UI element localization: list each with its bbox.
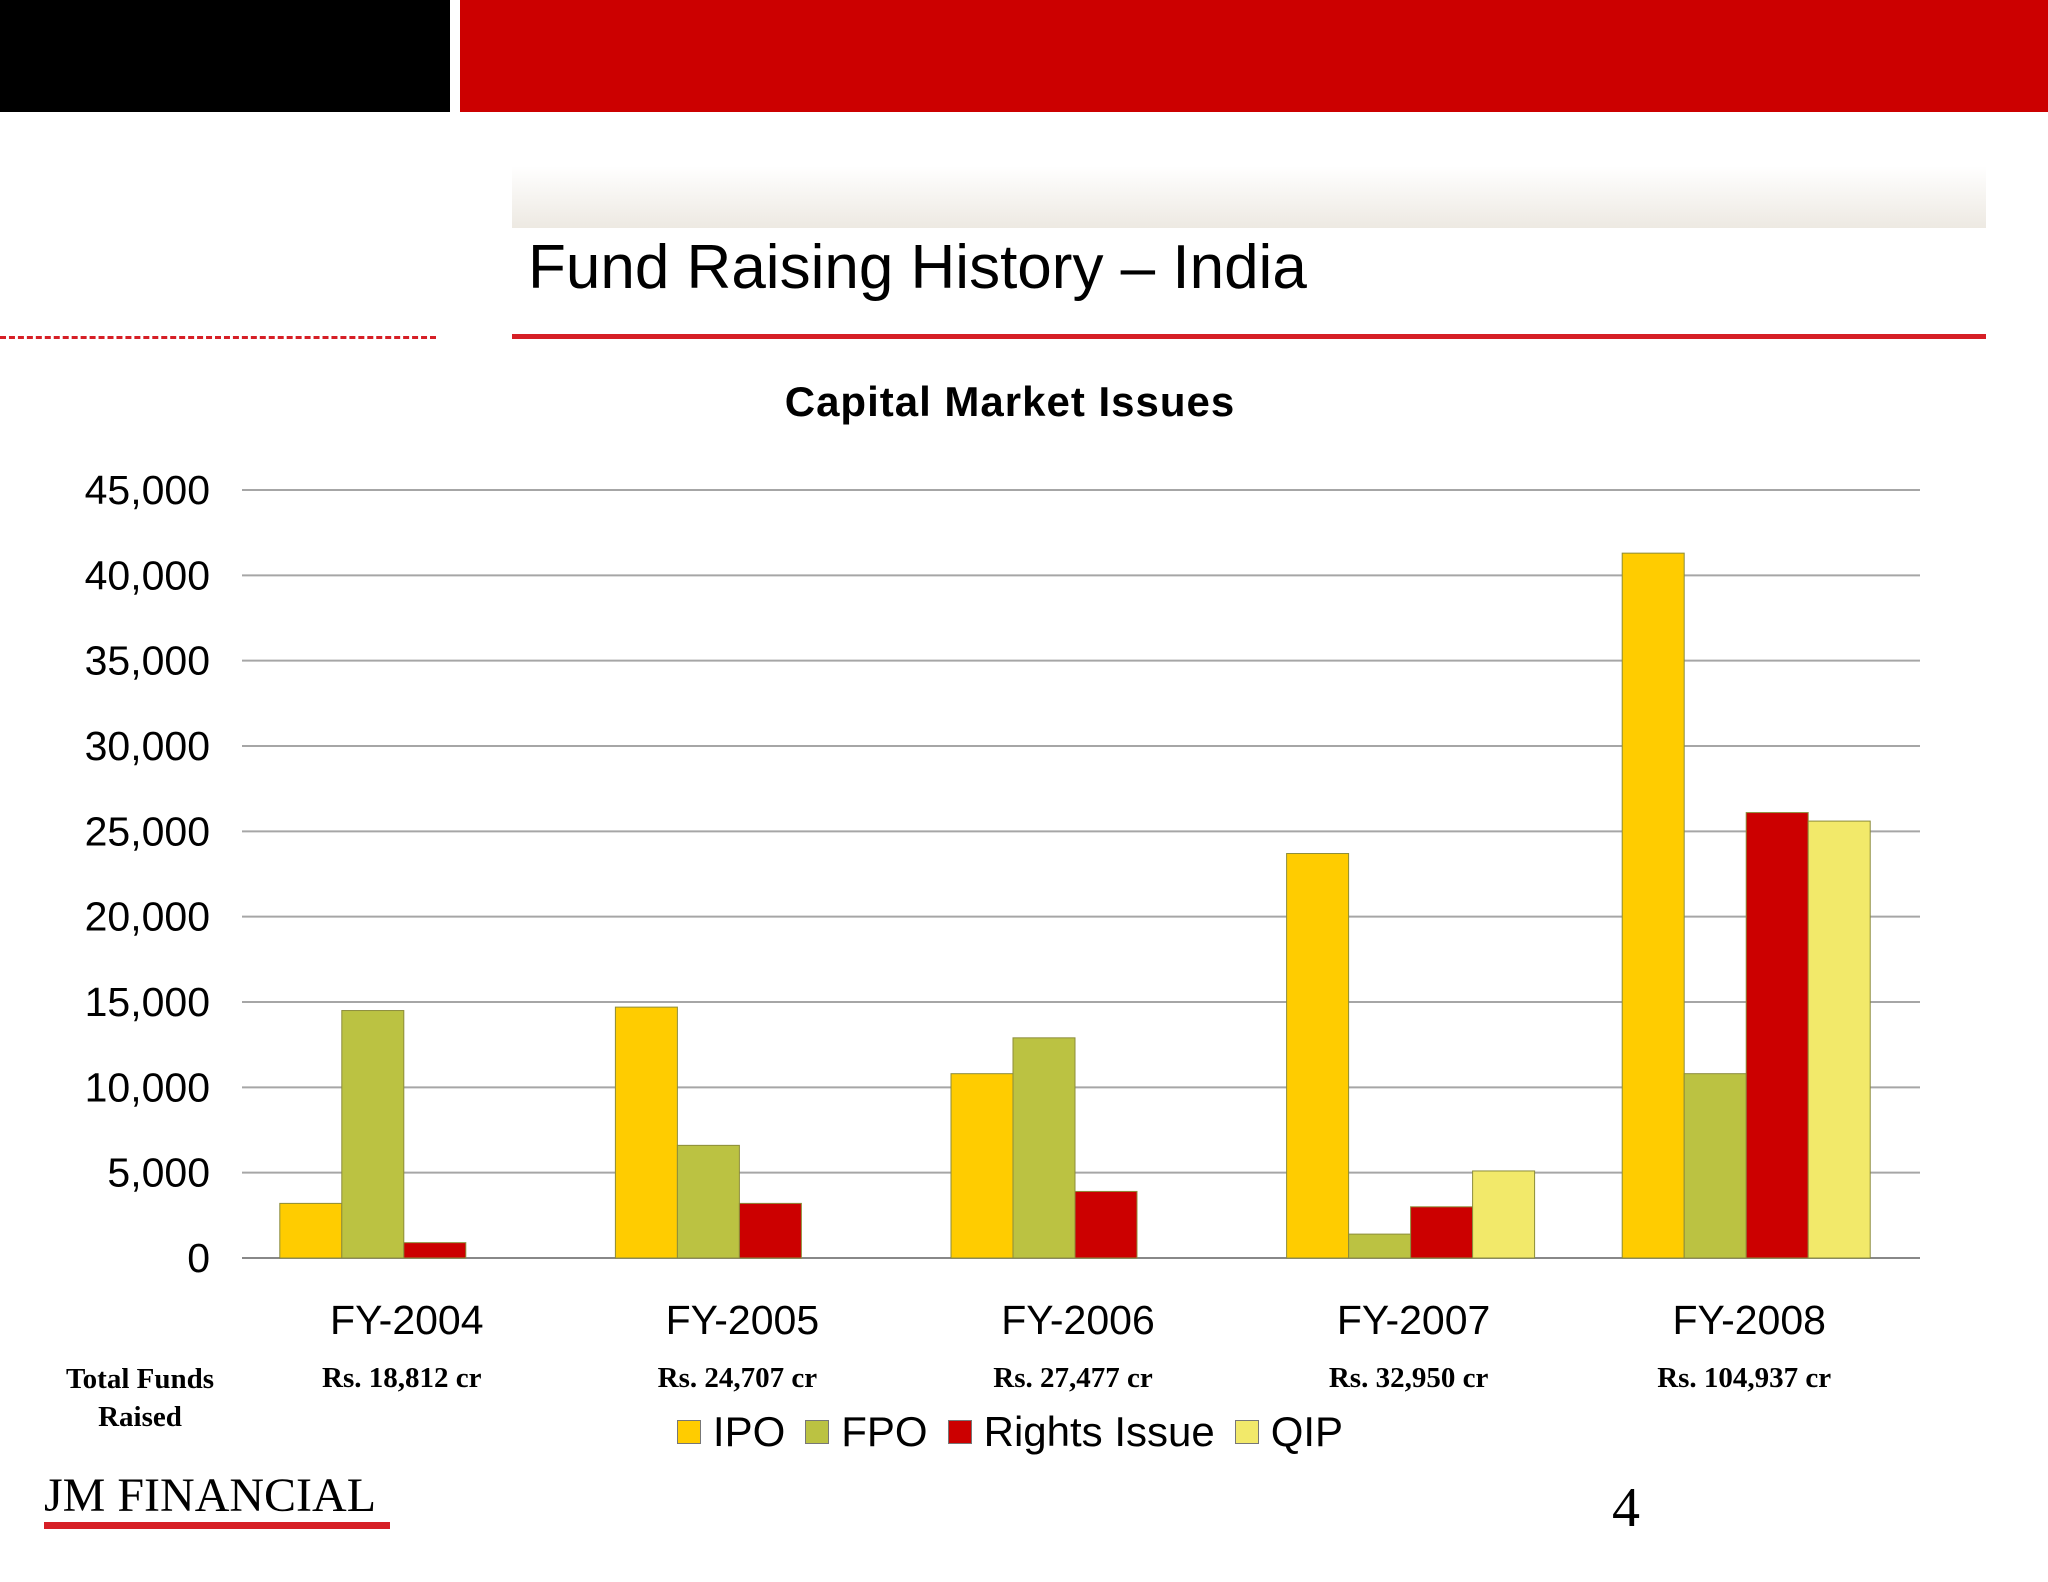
title-underline [512, 334, 1986, 339]
bar-rights-issue [1074, 1190, 1138, 1259]
legend-item: IPO [676, 1408, 786, 1456]
y-tick-label: 15,000 [85, 979, 210, 1025]
bar-fpo [1348, 1233, 1412, 1259]
y-tick-label: 0 [187, 1235, 210, 1281]
bar-fpo [676, 1144, 740, 1259]
chart-legend: IPO FPO Rights Issue QIP [0, 1408, 2020, 1456]
logo-underline [44, 1522, 390, 1529]
y-tick-label: 20,000 [85, 894, 210, 940]
bar-qip [1807, 820, 1871, 1259]
bar-ipo [279, 1202, 343, 1259]
legend-label: FPO [841, 1408, 928, 1455]
total-funds-caption-line2: Raised [98, 1401, 182, 1433]
title-background-bar [512, 166, 1986, 228]
y-tick-label: 5,000 [107, 1150, 210, 1196]
legend-item: Rights Issue [947, 1408, 1215, 1456]
legend-label: QIP [1270, 1408, 1344, 1455]
y-tick-label: 35,000 [85, 638, 210, 684]
legend-swatch [947, 1420, 972, 1444]
total-funds-value: Rs. 32,950 cr [1328, 1362, 1489, 1394]
y-tick-label: 45,000 [85, 467, 210, 513]
legend-item: QIP [1234, 1408, 1344, 1456]
total-funds-value: Rs. 27,477 cr [993, 1362, 1153, 1394]
bar-ipo [950, 1073, 1014, 1259]
legend-swatch [805, 1420, 830, 1444]
legend-swatch [676, 1420, 701, 1444]
bar-ipo [614, 1006, 678, 1259]
bar-rights-issue [1745, 812, 1809, 1259]
x-category-label: FY-2008 [1672, 1297, 1826, 1343]
x-category-label: FY-2005 [666, 1297, 820, 1343]
legend-item: FPO [805, 1408, 928, 1456]
bar-qip [1472, 1170, 1536, 1259]
header-red-band [460, 0, 2048, 112]
bar-rights-issue [1410, 1206, 1474, 1259]
bar-ipo [1286, 853, 1350, 1259]
dashed-divider [0, 336, 436, 339]
chart-title: Capital Market Issues [784, 378, 1236, 425]
x-category-label: FY-2006 [1001, 1297, 1155, 1343]
legend-swatch [1234, 1420, 1259, 1444]
bar-fpo [1012, 1037, 1076, 1259]
total-funds-caption: Total Funds Raised [40, 1360, 240, 1436]
total-funds-caption-line1: Total Funds [65, 1363, 215, 1395]
legend-label: IPO [712, 1408, 786, 1455]
bar-rights-issue [403, 1242, 467, 1259]
bar-ipo [1621, 552, 1685, 1259]
x-category-label: FY-2004 [330, 1297, 484, 1343]
y-tick-label: 30,000 [85, 723, 210, 769]
bar-fpo [1683, 1073, 1747, 1259]
page-title: Fund Raising History – India [528, 233, 1307, 302]
bar-fpo [341, 1010, 405, 1259]
total-funds-value: Rs. 18,812 cr [322, 1362, 482, 1394]
bar-rights-issue [738, 1202, 802, 1259]
page-number: 4 [1612, 1477, 1640, 1539]
header-black-block [0, 0, 450, 112]
y-tick-label: 10,000 [85, 1064, 210, 1110]
x-category-label: FY-2007 [1337, 1297, 1491, 1343]
total-funds-value: Rs. 104,937 cr [1657, 1362, 1832, 1394]
jm-financial-logo: JM FINANCIAL [44, 1469, 377, 1522]
total-funds-value: Rs. 24,707 cr [657, 1362, 818, 1394]
legend-label: Rights Issue [983, 1408, 1215, 1455]
y-tick-label: 40,000 [85, 552, 210, 598]
y-tick-label: 25,000 [85, 808, 210, 854]
